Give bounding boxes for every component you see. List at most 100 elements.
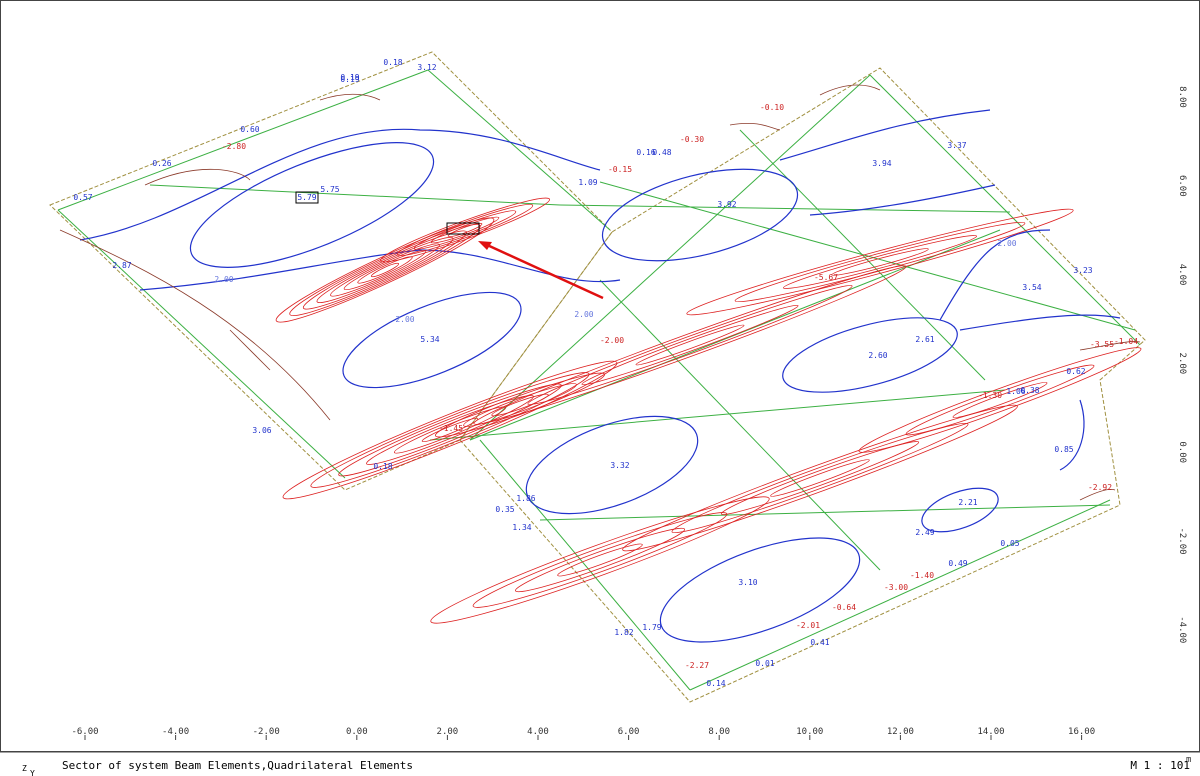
- contour-line: [559, 204, 1011, 213]
- contour-line: [57, 209, 346, 479]
- contour-label: 0.19: [340, 73, 359, 82]
- contour-line: [514, 527, 686, 593]
- x-tick-label: 14.00: [977, 727, 1004, 737]
- contour-label: 1.79: [642, 623, 661, 632]
- contour-line: [671, 422, 969, 534]
- contour-line: [447, 222, 483, 238]
- contour-label: 3.10: [738, 578, 757, 587]
- contour-line: [149, 184, 561, 206]
- contour-line: [479, 439, 691, 691]
- contour-line: [57, 69, 1141, 691]
- contour-label: 0.41: [810, 638, 829, 647]
- y-tick-label: -2.00: [1177, 527, 1187, 554]
- contour-line: [1079, 341, 1141, 351]
- contour-label-negative: -2.92: [1088, 483, 1112, 492]
- contour-label: 2.21: [958, 498, 977, 507]
- contour-label: 1.82: [614, 628, 633, 637]
- contour-line: [343, 249, 427, 291]
- y-tick-label: 0.00: [1177, 441, 1187, 463]
- contour-line: [310, 372, 590, 488]
- contour-line: [599, 279, 881, 571]
- y-tick-label: 6.00: [1177, 175, 1187, 197]
- contour-label: 3.23: [1073, 266, 1092, 275]
- plate-right-outline: [459, 67, 1146, 703]
- contour-label: 0.19: [340, 75, 359, 84]
- contour-line: [779, 109, 991, 161]
- x-tick-label: 2.00: [437, 727, 459, 737]
- contour-label: 5.75: [320, 185, 339, 194]
- contour-label: 1.09: [578, 178, 597, 187]
- contour-label: 0.01: [755, 659, 774, 668]
- axis-y: Y: [30, 769, 35, 776]
- contour-line: [809, 184, 996, 216]
- contour-line: [720, 441, 920, 515]
- contour-line: [469, 74, 871, 441]
- contour-label-negative: -2.00: [600, 336, 624, 345]
- contour-label: 1.86: [516, 494, 535, 503]
- contour-label: 1.06: [1006, 387, 1025, 396]
- contour-line: [689, 499, 1111, 691]
- contour-label: 2.00: [395, 315, 414, 324]
- arrow-head: [478, 241, 492, 250]
- contour-label-negative: -2.27: [685, 661, 709, 670]
- contour-line: [59, 229, 331, 421]
- x-tick-label: 12.00: [887, 727, 914, 737]
- contour-label-negative: -1.04: [1114, 337, 1138, 346]
- contour-line: [421, 417, 479, 443]
- contour-line: [59, 84, 1141, 501]
- contour-label: 2.60: [868, 351, 887, 360]
- highlight-box: [446, 222, 480, 235]
- contour-label: 2.61: [915, 335, 934, 344]
- contour-line: [357, 256, 413, 284]
- contour-line: [366, 395, 534, 465]
- contour-line: [527, 285, 853, 405]
- contour-label-negative: -0.64: [832, 603, 856, 612]
- contour-label: 0.38: [1020, 386, 1039, 395]
- contour-label: 0.49: [948, 559, 967, 568]
- contour-line: [819, 84, 881, 96]
- contour-line: [463, 383, 577, 427]
- contour-label: 0.16: [636, 148, 655, 157]
- contour-label: 0.60: [240, 125, 259, 134]
- contour-line: [427, 69, 611, 231]
- contour-label: 3.06: [252, 426, 271, 435]
- contour-label: 2.00: [214, 275, 233, 284]
- contour-line: [729, 122, 781, 131]
- contour-label-negative: -0.15: [608, 165, 632, 174]
- contour-label: 3.54: [1022, 283, 1041, 292]
- footer-scale: M 1 : 101: [1130, 759, 1190, 772]
- x-unit: m: [1186, 755, 1191, 765]
- contour-line: [831, 248, 929, 276]
- y-tick-label: 2.00: [1177, 353, 1187, 375]
- contour-line: [370, 262, 400, 278]
- contour-label-negative: -0.10: [760, 103, 784, 112]
- contour-label-negative: -1.40: [910, 571, 934, 580]
- contour-line: [434, 372, 606, 438]
- contour-line: [1059, 399, 1085, 471]
- contour-line: [686, 208, 1074, 316]
- contour-line: [429, 389, 1006, 441]
- contour-label: 3.12: [417, 63, 436, 72]
- contour-label: 0.35: [495, 505, 514, 514]
- contour-line: [79, 128, 601, 241]
- contour-label: 0.57: [73, 193, 92, 202]
- x-tick-label: 6.00: [618, 727, 640, 737]
- contour-label: 2.00: [997, 239, 1016, 248]
- contour-line: [342, 291, 522, 389]
- axis-z: Z: [22, 764, 27, 773]
- contour-line: [79, 109, 1121, 643]
- contour-label: 3.94: [872, 159, 891, 168]
- contour-label: 3.37: [947, 141, 966, 150]
- contour-line: [858, 347, 1142, 453]
- x-tick-label: -6.00: [71, 727, 98, 737]
- contour-line: [622, 404, 1018, 552]
- contour-line: [144, 168, 251, 186]
- contour-label-negative: -2.01: [796, 621, 820, 630]
- contour-line: [601, 168, 799, 262]
- contour-line: [557, 543, 643, 577]
- contour-line: [525, 415, 699, 515]
- x-tick-label: 10.00: [796, 727, 823, 737]
- contour-line: [319, 93, 381, 101]
- contour-line: [734, 221, 1026, 303]
